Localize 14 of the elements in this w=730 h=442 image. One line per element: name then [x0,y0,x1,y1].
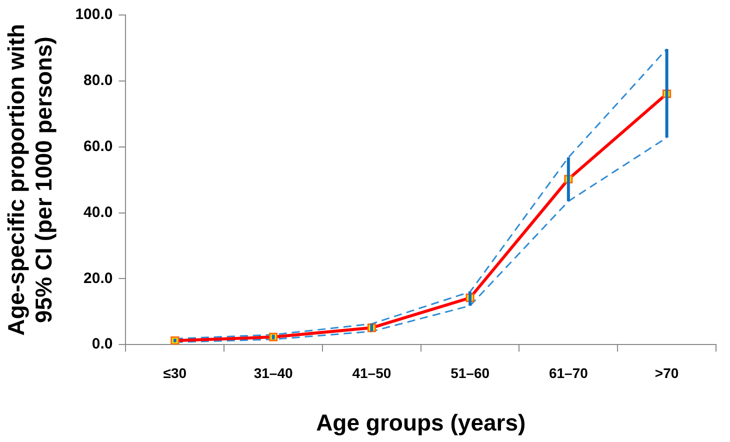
x-tick-label: 51–60 [450,364,490,381]
y-tick-label: 20.0 [84,270,113,287]
y-axis-title: Age-specific proportion with 95% CI (per 1000 persons) [3,24,57,336]
x-axis-title: Age groups (years) [316,410,526,436]
y-tick-label: 60.0 [84,138,113,155]
x-tick-label: >70 [654,364,679,381]
x-tick-label: 41–50 [352,364,392,381]
y-tick-label: 100.0 [75,6,113,24]
y-tick-label: 80.0 [84,72,113,90]
x-tick-label: 61–70 [548,364,588,381]
y-tick-label: 40.0 [84,204,113,221]
y-tick-label: 0.0 [92,336,113,353]
x-tick-label: 31–40 [254,364,293,381]
x-tick-label: ≤30 [163,364,187,381]
